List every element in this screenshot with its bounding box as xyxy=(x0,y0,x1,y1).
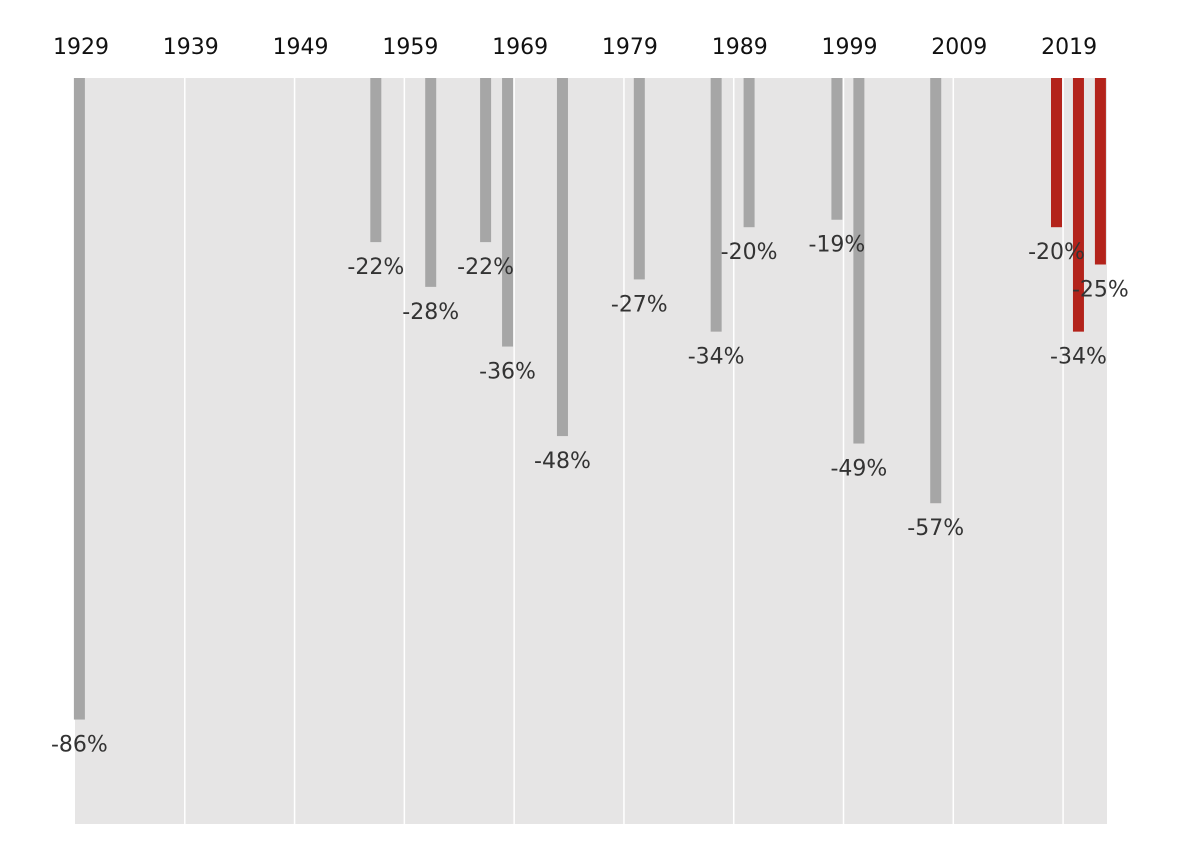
data-label: -49% xyxy=(830,457,887,482)
x-tick-label: 1949 xyxy=(273,35,329,60)
bar xyxy=(556,78,568,437)
data-label: -22% xyxy=(347,255,404,280)
bar xyxy=(370,78,382,243)
data-labels: -86% -22% -28% -22% -36% -48% -27% -34% -20% -19%… xyxy=(51,233,1129,758)
x-tick-label: 1989 xyxy=(712,35,768,60)
data-label: -48% xyxy=(534,449,591,474)
data-label: -22% xyxy=(457,255,514,280)
x-tick-label: 1939 xyxy=(163,35,219,60)
data-label: -19% xyxy=(809,233,866,258)
bar xyxy=(480,78,492,243)
data-label: -34% xyxy=(688,345,745,370)
x-tick-label: 2019 xyxy=(1041,35,1097,60)
gridlines xyxy=(184,78,1064,824)
data-label: -20% xyxy=(1028,240,1085,265)
bar xyxy=(831,78,843,220)
bar xyxy=(1094,78,1106,265)
data-label: -34% xyxy=(1050,345,1107,370)
bar xyxy=(930,78,942,504)
bar xyxy=(710,78,722,332)
bar xyxy=(633,78,645,280)
bar xyxy=(73,78,85,720)
bars xyxy=(73,78,1106,720)
x-tick-label: 1929 xyxy=(53,35,109,60)
plot-background xyxy=(75,78,1107,824)
x-axis-tick-labels: 1929 1939 1949 1959 1969 1979 1989 1999 2009 2019 xyxy=(53,35,1097,60)
data-label: -20% xyxy=(721,240,778,265)
data-label: -86% xyxy=(51,733,108,758)
bar xyxy=(425,78,437,287)
bar xyxy=(502,78,514,347)
data-label: -28% xyxy=(402,300,459,325)
x-tick-label: 1979 xyxy=(602,35,658,60)
data-label: -27% xyxy=(611,292,668,317)
data-label: -57% xyxy=(907,516,964,541)
data-label: -36% xyxy=(479,360,536,385)
data-label: -25% xyxy=(1072,278,1129,303)
bar xyxy=(853,78,865,444)
bar xyxy=(743,78,755,228)
bar xyxy=(1050,78,1062,228)
x-tick-label: 2009 xyxy=(931,35,987,60)
x-tick-label: 1959 xyxy=(382,35,438,60)
bar xyxy=(1072,78,1084,332)
x-tick-label: 1969 xyxy=(492,35,548,60)
x-tick-label: 1999 xyxy=(822,35,878,60)
